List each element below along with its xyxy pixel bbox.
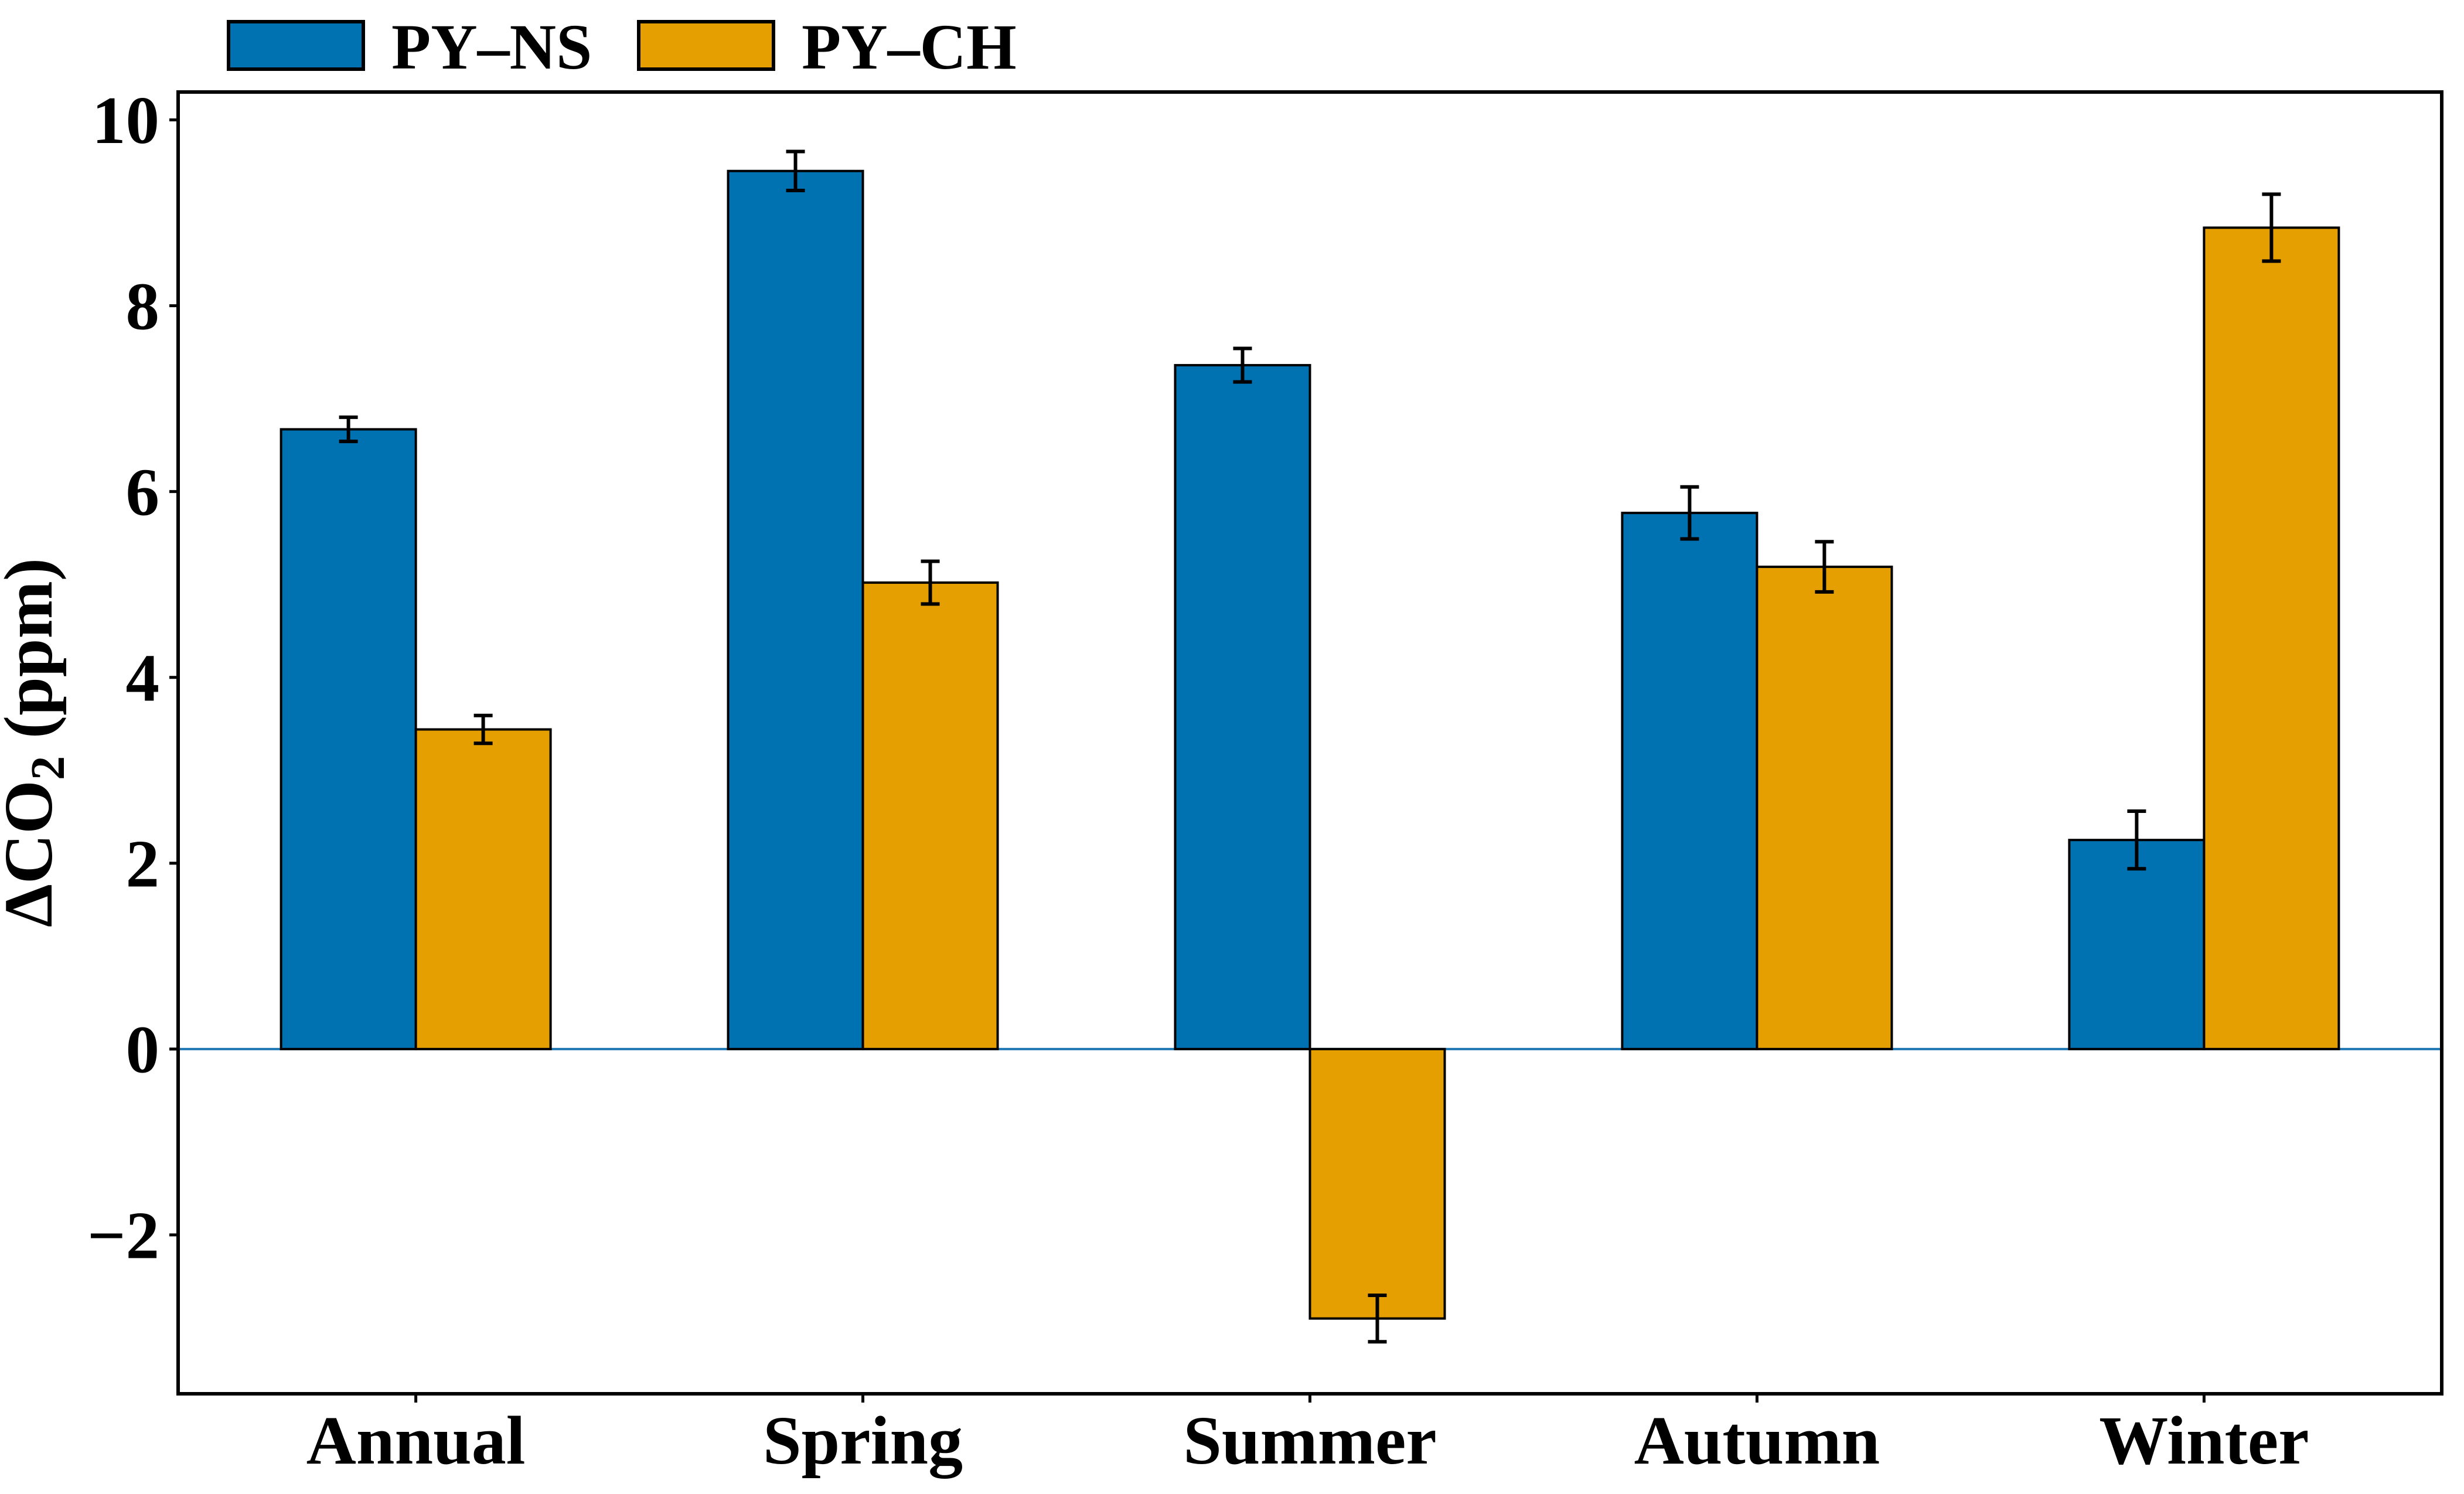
y-tick-label: −2 bbox=[87, 1199, 159, 1273]
y-axis: 10 8 6 4 2 0 −2 bbox=[87, 83, 178, 1273]
y-tick-label: 4 bbox=[126, 641, 160, 715]
error-bar-winter bbox=[2127, 809, 2146, 871]
error-bar-annual bbox=[339, 415, 358, 444]
y-tick-label: 10 bbox=[92, 83, 159, 158]
series-py-ns bbox=[280, 149, 2206, 1050]
x-axis: Annual Spring Summer Autumn Winter bbox=[306, 1394, 2309, 1479]
x-tick-label-annual: Annual bbox=[306, 1402, 526, 1479]
bar-summer-py-ns bbox=[1174, 364, 1311, 1050]
bar-winter-py-ch bbox=[2203, 226, 2340, 1050]
error-bar-autumn bbox=[1680, 485, 1699, 541]
legend-swatch-py-ch bbox=[637, 20, 775, 71]
bar-spring-py-ch bbox=[861, 581, 999, 1050]
legend: PY–NS PY–CH bbox=[227, 11, 1017, 83]
y-axis-title: ΔCO2 (ppm) bbox=[0, 558, 74, 927]
bar-summer-py-ch bbox=[1308, 1047, 1446, 1320]
error-bar-autumn bbox=[1815, 540, 1834, 594]
legend-label-py-ns: PY–NS bbox=[391, 11, 592, 83]
series-py-ch bbox=[414, 192, 2340, 1344]
error-bar-winter bbox=[2262, 192, 2281, 263]
bar-autumn-py-ch bbox=[1756, 566, 1893, 1050]
y-tick-label: 8 bbox=[126, 269, 160, 343]
x-tick-label-summer: Summer bbox=[1183, 1402, 1437, 1479]
y-tick-label: 2 bbox=[126, 826, 160, 901]
bar-annual-py-ns bbox=[280, 428, 417, 1050]
bar-winter-py-ns bbox=[2068, 839, 2206, 1050]
error-bar-summer bbox=[1233, 346, 1252, 384]
error-bar-annual bbox=[473, 713, 493, 746]
legend-swatch-py-ns bbox=[227, 20, 365, 71]
bar-annual-py-ch bbox=[414, 728, 552, 1050]
x-tick-label-winter: Winter bbox=[2099, 1402, 2309, 1479]
y-tick-label: 0 bbox=[126, 1013, 160, 1087]
x-tick-label-autumn: Autumn bbox=[1634, 1402, 1880, 1479]
x-tick-label-spring: Spring bbox=[763, 1402, 963, 1479]
legend-label-py-ch: PY–CH bbox=[802, 11, 1017, 83]
bar-spring-py-ns bbox=[727, 169, 864, 1050]
error-bar-spring bbox=[786, 149, 805, 193]
error-bar-summer bbox=[1368, 1293, 1387, 1344]
bar-autumn-py-ns bbox=[1621, 512, 1758, 1050]
error-bar-spring bbox=[921, 559, 940, 606]
y-tick-label: 6 bbox=[126, 455, 160, 529]
